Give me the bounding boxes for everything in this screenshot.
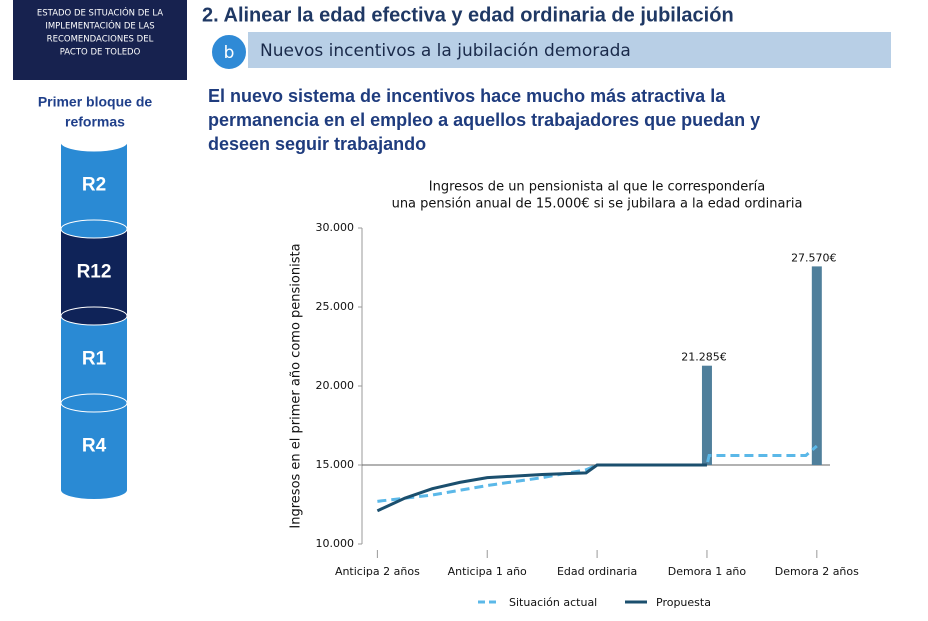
badge-text: b [224,43,235,63]
block-title: Primer bloque de reformas [38,94,153,130]
header-line: RECOMENDACIONES DEL [47,35,154,45]
bar-value-label: 21.285€ [681,351,727,364]
legend-label: Situación actual [509,596,597,609]
cylinder-top [60,219,128,239]
cylinder-label: R2 [82,175,106,196]
cylinder-label: R4 [82,436,107,457]
subtitle-banner [248,32,891,68]
cylinder-label: R1 [82,349,107,370]
badge [210,33,248,71]
bar [811,266,822,465]
slide-title: 2. Alinear la edad efectiva y edad ordin… [202,4,734,26]
sidebar-header-text: ESTADO DE SITUACIÓN DE LAIMPLEMENTACIÓN … [37,7,163,58]
line-series [376,463,707,513]
x-tick-label: Demora 1 año [668,565,747,578]
cylinder-top [60,393,128,413]
body-line: permanencia en el empleo a aquellos trab… [208,110,760,130]
cylinder-top [60,132,128,152]
cylinder-body [61,403,127,490]
header-line: ESTADO DE SITUACIÓN DE LA [37,7,163,19]
legend-label: Propuesta [656,596,711,609]
body-line: deseen seguir trabajando [208,134,426,154]
x-tick-label: Anticipa 1 año [448,565,527,578]
subtitle: Nuevos incentivos a la jubilación demora… [260,41,631,61]
body-text: El nuevo sistema de incentivos hace much… [208,86,760,154]
y-tick-label: 10.000 [316,537,355,550]
body-line: El nuevo sistema de incentivos hace much… [208,86,726,106]
block-title-line: reformas [65,114,125,130]
y-tick-label: 30.000 [316,221,355,234]
cylinder-body [61,316,127,403]
reform-stack: R2 R12 R1 R4 [60,132,128,499]
bar [701,365,712,465]
x-tick-label: Demora 2 años [775,565,859,578]
y-tick-label: 15.000 [316,458,355,471]
header-line: PACTO DE TOLEDO [60,48,141,58]
chart: Ingresos de un pensionista al que le cor… [289,180,860,610]
line-series [377,444,818,503]
chart-title: una pensión anual de 15.000€ si se jubil… [392,197,803,212]
x-tick-label: Anticipa 2 años [335,565,420,578]
y-tick-label: 20.000 [316,379,355,392]
cylinder-top [60,306,128,326]
cylinder-body [61,229,127,316]
y-tick-label: 25.000 [316,300,355,313]
cylinder-body [61,142,127,229]
y-axis-label: Ingresos en el primer año como pensionis… [289,243,304,528]
cylinder-bottom [61,481,127,499]
bar-value-label: 27.570€ [791,251,837,264]
header-line: IMPLEMENTACIÓN DE LAS [45,20,154,32]
sidebar-header [13,0,187,80]
x-tick-label: Edad ordinaria [557,565,637,578]
block-title-line: Primer bloque de [38,94,153,110]
chart-title: Ingresos de un pensionista al que le cor… [429,180,765,195]
cylinder-label: R12 [77,262,112,283]
